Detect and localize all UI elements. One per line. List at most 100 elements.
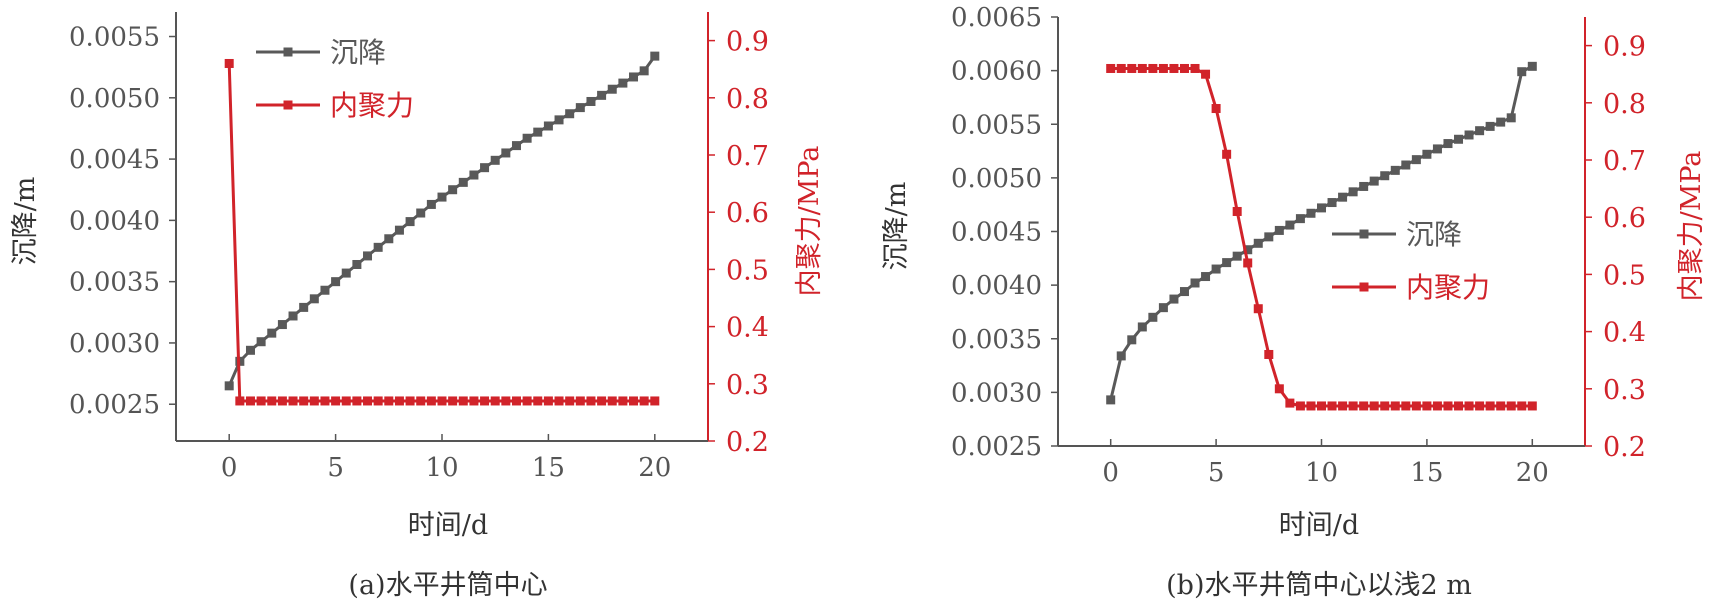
panel-b-settlement-point [1390,165,1400,175]
panel-a-cohesion-point [639,396,649,406]
panel-a-settlement-point [629,72,639,82]
panel-b-settlement-point [1148,312,1158,322]
panel-a-cohesion-point [480,396,490,406]
panel-b-settlement-point [1306,208,1316,218]
panel-a-cohesion-point [320,396,330,406]
panel-a-legend-settlement-label: 沉降 [330,36,386,69]
panel-b-settlement-point [1232,251,1242,261]
panel-a-settlement-point [426,199,436,209]
panel-b-cohesion-point [1169,63,1179,73]
panel-a-cohesion-point [543,396,553,406]
panel-a-cohesion-point [448,396,458,406]
panel-a-right-tick-label: 0.3 [726,370,769,401]
panel-a-settlement-point [639,66,649,76]
panel-b-cohesion-point [1127,63,1137,73]
panel-a-cohesion-point [309,396,319,406]
panel-b-left-tick-label: 0.0040 [951,271,1042,301]
panel-b-caption: (b)水平井筒中心以浅2 m [1166,570,1472,601]
panel-b-settlement-point [1169,294,1179,304]
panel-a-cohesion-point [522,396,532,406]
panel-b-settlement-point [1253,238,1263,248]
panel-b-cohesion-point [1295,401,1305,411]
panel-b-cohesion-point [1148,63,1158,73]
panel-a-caption: (a)水平井筒中心 [348,570,547,601]
panel-b-right-tick-label: 0.4 [1603,318,1646,349]
panel-a-settlement-point [650,51,660,61]
panel-a-cohesion-point [618,396,628,406]
panel-b-cohesion-point [1401,401,1411,411]
panel-b-settlement-point [1317,203,1326,213]
panel-a-legend-cohesion-label: 内聚力 [330,89,414,122]
panel-a-cohesion-point [597,396,607,406]
panel-b-settlement-point [1127,335,1137,345]
panel-a-left-tick-label: 0.0025 [69,390,160,420]
panel-a-x-tick-label: 10 [425,453,458,483]
panel-a-right-tick-label: 0.5 [726,255,769,286]
panel-a-cohesion-point [245,396,255,406]
panel-b-cohesion-point [1201,69,1211,79]
panel-a-left-tick-label: 0.0040 [69,206,160,236]
panel-a-cohesion-point [533,396,543,406]
panel-a-cohesion-point [490,396,500,406]
panel-b-settlement-point [1338,192,1348,202]
panel-b-right-tick-label: 0.3 [1603,375,1646,406]
panel-b-cohesion-point [1390,401,1400,411]
panel-a-x-tick-label: 5 [327,453,344,483]
panel-a-right-tick-label: 0.4 [726,313,769,344]
panel-a-settlement-point [341,268,351,278]
panel-a-cohesion-point [469,396,479,406]
panel-a-left-tick-label: 0.0030 [69,329,160,359]
panel-a-cohesion-point [277,396,287,406]
panel-b-left-tick-label: 0.0060 [951,57,1042,87]
panel-b-settlement-point [1285,220,1295,230]
panel-a-settlement-point [299,302,309,312]
panel-a-settlement-point [394,225,404,235]
panel-b-cohesion-point [1211,104,1221,114]
panel-b-settlement-point [1116,351,1126,361]
panel-b-settlement-point [1527,61,1537,71]
panel-a-cohesion-point [565,396,575,406]
panel-a-cohesion-point [373,396,383,406]
panel-b: (b)水平井筒中心以浅2 m 时间/d 沉降/m 内聚力/MPa 0 5 10 15 2… [881,3,1707,601]
panel-a-cohesion-point [554,396,564,406]
panel-b-x-axis-title: 时间/d [1279,510,1359,541]
panel-b-cohesion-point [1411,401,1421,411]
panel-b-settlement-point [1211,264,1221,274]
panel-a-cohesion-point [267,396,277,406]
panel-a-cohesion-point [256,396,266,406]
panel-a-cohesion-point [288,396,298,406]
panel-a-x-tick-label: 15 [532,453,565,483]
panel-a-cohesion-point [416,396,426,406]
panel-a-cohesion-point [224,58,234,68]
panel-a-legend-settlement-marker [283,47,293,57]
panel-a-settlement-point [586,96,596,106]
panel-a-right-tick-label: 0.8 [726,84,769,115]
panel-a-cohesion-point [394,396,404,406]
panel-b-settlement-point [1443,139,1453,149]
panel-b-cohesion-point [1190,63,1200,73]
panel-b-cohesion-point [1306,401,1316,411]
panel-a-cohesion-point [426,396,436,406]
panel-b-left-tick-label: 0.0045 [951,218,1042,248]
panel-a-cohesion-point [331,396,341,406]
panel-a-settlement-point [575,103,585,113]
panel-b-cohesion-point [1464,401,1474,411]
panel-a-settlement-point [245,345,255,355]
panel-b-left-tick-label: 0.0055 [951,110,1042,140]
panel-b-cohesion-point [1338,401,1348,411]
panel-b-settlement-point [1264,232,1274,242]
panel-a-right-axis-title: 内聚力/MPa [794,146,825,297]
panel-b-x-tick-label: 20 [1516,458,1549,488]
panel-a-settlement-point [597,90,607,100]
panel-b-legend-cohesion-marker [1359,282,1369,292]
panel-b-cohesion-point [1443,401,1453,411]
panel-b-cohesion-point [1274,384,1284,394]
panel-a-cohesion-point [341,396,351,406]
panel-b-settlement-point [1243,245,1253,255]
panel-b-settlement-point [1369,176,1379,186]
panel-b-cohesion-point [1137,63,1147,73]
panel-a-settlement-point [565,109,575,119]
panel-a-settlement-point [363,251,373,261]
panel-b-left-axis-title: 沉降/m [881,182,912,271]
